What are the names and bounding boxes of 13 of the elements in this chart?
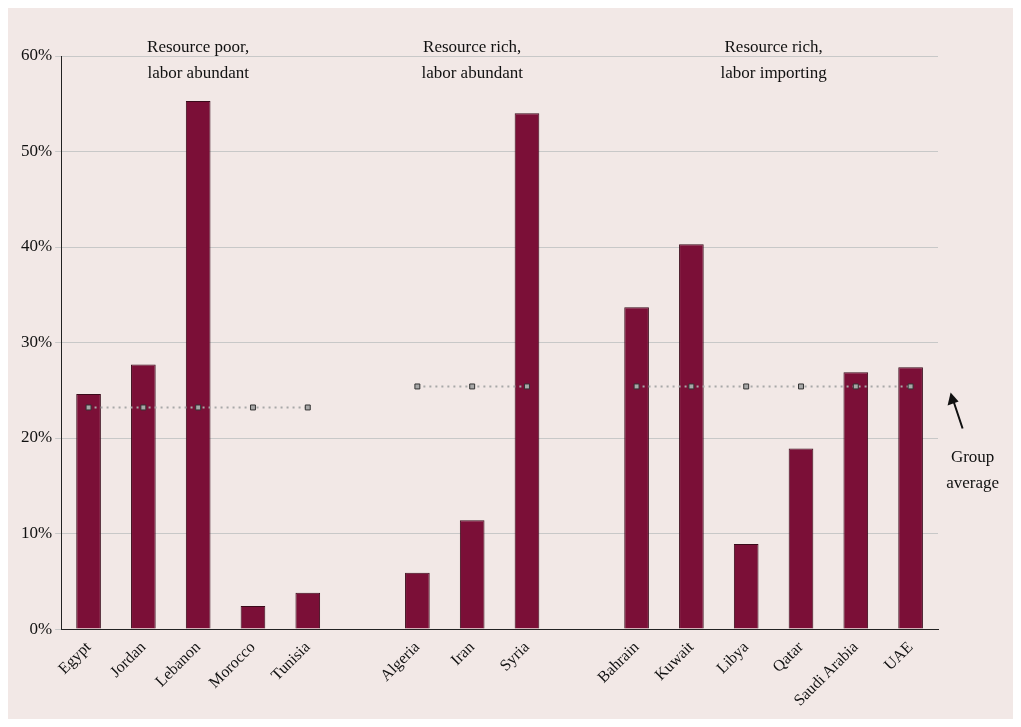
y-tick-label: 0% bbox=[29, 618, 53, 638]
annotation: Resource rich, labor importing bbox=[720, 37, 828, 82]
text: Group average bbox=[946, 447, 1000, 493]
y-tick-label: 20% bbox=[20, 427, 53, 447]
y-tick-label: 10% bbox=[20, 523, 53, 542]
y-tick-label: 50% bbox=[20, 140, 53, 160]
annotation: Resource poor, labor abundant bbox=[147, 37, 250, 82]
x-tick-label: Syria bbox=[496, 637, 533, 675]
annotation: Resource rich, labor abundant bbox=[421, 37, 524, 82]
y-tick-label: 30% bbox=[20, 331, 53, 351]
y-tick-label: 60% bbox=[20, 45, 53, 65]
y-tick-label: 40% bbox=[20, 236, 53, 256]
x-tick-label: Iran bbox=[447, 637, 478, 669]
